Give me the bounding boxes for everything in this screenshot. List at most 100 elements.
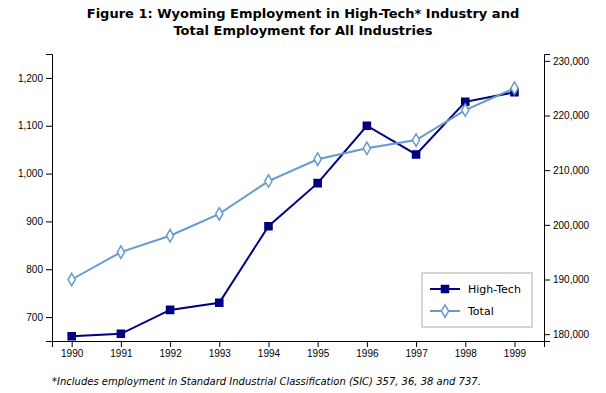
x-axis-tick-mark — [121, 341, 122, 347]
series-marker — [412, 134, 419, 146]
y-axis-tick-label: 900 — [26, 216, 43, 227]
y2-axis-line — [545, 55, 551, 342]
series-marker — [117, 246, 124, 258]
x-axis-tick-mark — [268, 341, 269, 347]
x-axis-line — [53, 342, 545, 348]
series-marker — [314, 153, 321, 165]
x-axis-tick-mark — [514, 341, 515, 347]
title-line: Total Employment for All Industries — [173, 23, 432, 38]
series-marker — [216, 208, 223, 220]
y2-axis-tick: 210,000 — [544, 165, 590, 176]
series-line — [72, 88, 515, 279]
x-axis-tick-label: 1993 — [209, 348, 232, 359]
y-axis-tick: 700 — [26, 312, 52, 323]
legend-item: Total — [430, 305, 494, 318]
series-marker — [511, 82, 518, 94]
x-axis-tick-label: 1994 — [258, 348, 281, 359]
y-axis-tick-label: 1,100 — [18, 120, 43, 131]
x-axis-tick: 1999 — [504, 341, 527, 359]
y2-axis-tick-mark — [544, 334, 550, 335]
x-axis-tick: 1993 — [209, 341, 232, 359]
legend-item: High-Tech — [430, 283, 521, 296]
y-axis-tick: 1,200 — [18, 73, 52, 84]
series-marker — [216, 299, 223, 306]
x-axis-tick: 1995 — [307, 341, 330, 359]
y-axis-tick-mark — [46, 78, 52, 79]
y-axis-tick-mark — [46, 269, 52, 270]
y-axis-tick: 800 — [26, 264, 52, 275]
series-marker — [363, 122, 370, 129]
y-axis-tick-mark — [46, 221, 52, 222]
x-axis-tick: 1991 — [110, 341, 133, 359]
y-axis-line — [46, 55, 53, 342]
x-axis-tick-mark — [318, 341, 319, 347]
series-marker — [265, 223, 272, 230]
x-axis-tick: 1994 — [258, 341, 281, 359]
y2-axis-tick-mark — [544, 225, 550, 226]
legend-marker — [441, 285, 448, 292]
series-marker — [413, 151, 420, 158]
x-axis: 1990 1991 1992 1993 1994 1995 1996 1997 1998 1999 — [53, 341, 545, 359]
y-axis-tick-label: 800 — [26, 264, 43, 275]
x-axis-tick: 1997 — [405, 341, 428, 359]
x-axis-tick-label: 1992 — [159, 348, 182, 359]
x-axis-tick: 1992 — [159, 341, 182, 359]
series-marker — [68, 333, 75, 340]
x-axis-tick-label: 1996 — [356, 348, 379, 359]
legend: High-Tech Total — [422, 273, 532, 327]
y2-axis: 180,000 190,000 200,000 210,000 220,000 230,0… — [544, 55, 590, 342]
footnote: *Includes employment in Standard Industr… — [52, 376, 481, 387]
series-marker — [462, 104, 469, 116]
x-axis-tick: 1990 — [61, 341, 84, 359]
x-axis-tick-label: 1998 — [455, 348, 478, 359]
x-axis-tick-label: 1997 — [405, 348, 428, 359]
chart: Figure 1: Wyoming Employment in High-Tec… — [0, 0, 606, 393]
x-axis-tick-label: 1991 — [110, 348, 133, 359]
y2-axis-tick-label: 180,000 — [553, 329, 590, 340]
x-axis-tick: 1996 — [356, 341, 379, 359]
x-axis-tick-mark — [170, 341, 171, 347]
y-axis: 700 800 900 1,000 1,100 1,200 — [18, 55, 53, 342]
x-axis-tick-mark — [219, 341, 220, 347]
y-axis-tick: 1,100 — [18, 120, 52, 131]
x-axis-tick-label: 1990 — [61, 348, 84, 359]
y-axis-tick: 900 — [26, 216, 52, 227]
y2-axis-tick-mark — [544, 280, 550, 281]
legend-label: Total — [467, 305, 494, 318]
y2-axis-tick-label: 190,000 — [553, 274, 590, 285]
x-axis-tick-label: 1999 — [504, 348, 527, 359]
series-marker — [314, 180, 321, 187]
y2-axis-tick: 200,000 — [544, 220, 590, 231]
series-marker — [68, 273, 75, 285]
y2-axis-tick-mark — [544, 61, 550, 62]
y2-axis-tick-label: 220,000 — [553, 110, 590, 121]
legend-label: High-Tech — [468, 283, 521, 296]
x-axis-tick-mark — [416, 341, 417, 347]
y-axis-tick-mark — [46, 174, 52, 175]
y-axis-tick-mark — [46, 317, 52, 318]
plot: 1990 1991 1992 1993 1994 1995 1996 1997 1998 1999… — [18, 55, 590, 360]
x-axis-tick-label: 1995 — [307, 348, 330, 359]
y2-axis-tick: 230,000 — [544, 56, 590, 67]
x-axis-tick: 1998 — [455, 341, 478, 359]
y2-axis-tick-mark — [544, 116, 550, 117]
y2-axis-tick: 180,000 — [544, 329, 590, 340]
y-axis-tick-label: 1,000 — [18, 168, 43, 179]
y2-axis-tick-mark — [544, 170, 550, 171]
y2-axis-tick-label: 210,000 — [553, 165, 590, 176]
y-axis-tick-mark — [46, 126, 52, 127]
y-axis-tick-label: 700 — [26, 312, 43, 323]
y2-axis-tick: 190,000 — [544, 274, 590, 285]
series-marker — [265, 175, 272, 187]
series-marker — [166, 230, 173, 242]
series-marker — [117, 330, 124, 337]
series-marker — [363, 142, 370, 154]
y-axis-tick: 1,000 — [18, 168, 52, 179]
x-axis-tick-mark — [72, 341, 73, 347]
x-axis-tick-mark — [367, 341, 368, 347]
title: Figure 1: Wyoming Employment in High-Tec… — [87, 6, 519, 38]
title-line: Figure 1: Wyoming Employment in High-Tec… — [87, 6, 519, 21]
legend-frame — [422, 273, 532, 327]
y2-axis-tick: 220,000 — [544, 110, 590, 121]
x-axis-tick-mark — [465, 341, 466, 347]
